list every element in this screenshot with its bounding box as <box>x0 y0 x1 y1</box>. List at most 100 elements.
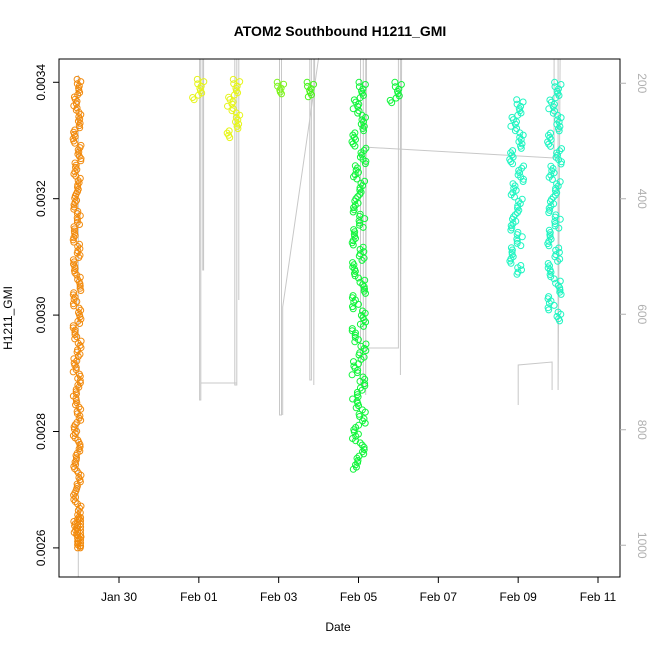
data-point <box>76 280 84 288</box>
data-point <box>76 144 84 152</box>
data-point <box>71 194 79 202</box>
data-point <box>513 96 521 104</box>
data-point <box>77 514 85 521</box>
data-point <box>547 235 555 243</box>
data-point <box>71 326 79 334</box>
data-point <box>556 286 564 294</box>
data-point <box>555 127 563 135</box>
x-tick-label: Feb 11 <box>580 590 617 604</box>
data-point <box>278 90 285 98</box>
data-point <box>358 441 366 449</box>
data-point <box>555 224 563 232</box>
data-point <box>356 94 364 102</box>
data-point <box>557 160 565 168</box>
data-point <box>509 220 517 227</box>
data-point <box>557 290 565 298</box>
data-point <box>551 78 559 86</box>
data-point <box>234 116 242 124</box>
data-point <box>349 140 357 148</box>
data-point <box>71 225 79 233</box>
altitude-profile-line <box>279 59 282 416</box>
data-point <box>75 304 83 312</box>
data-point <box>228 107 236 115</box>
data-point <box>229 75 237 83</box>
data-point <box>352 404 360 412</box>
data-point <box>361 309 369 317</box>
x-tick-label: Jan 30 <box>101 590 137 604</box>
data-point <box>513 239 521 247</box>
data-point <box>509 160 517 168</box>
data-point <box>551 220 559 228</box>
data-point <box>551 83 559 91</box>
data-point <box>548 176 556 183</box>
data-point <box>70 425 78 433</box>
x-tick-label: Feb 07 <box>420 590 458 604</box>
data-point <box>355 300 362 308</box>
data-point <box>391 78 399 86</box>
data-point <box>76 282 84 290</box>
data-point <box>547 142 554 150</box>
data-point <box>77 111 85 119</box>
data-point <box>556 178 564 186</box>
plot-frame <box>58 58 621 578</box>
data-point <box>548 167 556 175</box>
data-point <box>353 175 361 183</box>
data-point <box>545 209 553 217</box>
y-tick-label: 0.0030 <box>34 296 48 333</box>
data-point <box>70 491 78 499</box>
data-point <box>77 287 85 294</box>
data-point <box>508 248 516 256</box>
data-point <box>354 459 362 467</box>
data-point <box>545 242 553 250</box>
data-point <box>71 335 79 343</box>
data-point <box>77 155 85 163</box>
data-point <box>519 178 527 185</box>
data-point <box>392 94 400 102</box>
data-point <box>360 316 368 324</box>
data-point <box>550 301 558 309</box>
series-flight-6 <box>348 78 370 473</box>
data-point <box>73 218 81 226</box>
data-point <box>553 180 561 188</box>
series-flight-7 <box>386 78 405 107</box>
data-point <box>349 465 357 473</box>
data-point <box>514 111 522 119</box>
x-tick-label: Feb 01 <box>180 590 218 604</box>
data-point <box>547 202 555 210</box>
data-point <box>517 144 525 152</box>
altitude-profile-lines <box>77 57 561 577</box>
data-point <box>356 219 364 227</box>
y-tick-label: 0.0028 <box>34 413 48 450</box>
data-point <box>195 91 202 99</box>
data-point <box>517 242 525 250</box>
data-point <box>190 96 198 104</box>
data-point <box>351 129 359 137</box>
data-point <box>547 162 555 170</box>
data-point <box>514 209 521 216</box>
data-point <box>348 371 356 379</box>
data-point <box>362 144 370 152</box>
data-point <box>356 439 364 447</box>
altitude-profile-line <box>199 58 205 401</box>
altitude-profile-line <box>363 58 561 391</box>
data-point <box>76 174 84 182</box>
x-tick-label: Feb 05 <box>340 590 378 604</box>
data-point <box>77 344 85 352</box>
data-point <box>352 166 360 174</box>
series-flight-4 <box>273 78 288 98</box>
data-point <box>351 162 359 170</box>
data-point <box>514 264 522 272</box>
data-point <box>77 405 85 413</box>
y-axis-label: H1211_GMI <box>1 286 15 350</box>
data-point <box>509 189 517 197</box>
data-point <box>234 125 242 133</box>
data-point <box>509 147 517 155</box>
x-tick-label: Feb 09 <box>499 590 537 604</box>
data-point <box>388 99 396 107</box>
data-point <box>547 129 554 137</box>
chart-title: ATOM2 Southbound H1211_GMI <box>234 23 447 39</box>
data-point <box>360 127 368 135</box>
data-point <box>361 215 369 223</box>
data-point <box>351 171 359 179</box>
